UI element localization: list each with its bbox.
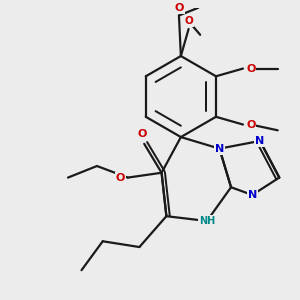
Text: O: O: [138, 129, 147, 139]
Text: N: N: [255, 136, 265, 146]
Text: O: O: [184, 16, 193, 26]
Text: O: O: [246, 64, 255, 74]
Text: N: N: [248, 190, 257, 200]
Text: NH: NH: [199, 216, 215, 226]
Text: O: O: [116, 172, 125, 183]
Text: O: O: [246, 119, 255, 130]
Text: O: O: [174, 3, 184, 13]
Text: N: N: [215, 144, 224, 154]
